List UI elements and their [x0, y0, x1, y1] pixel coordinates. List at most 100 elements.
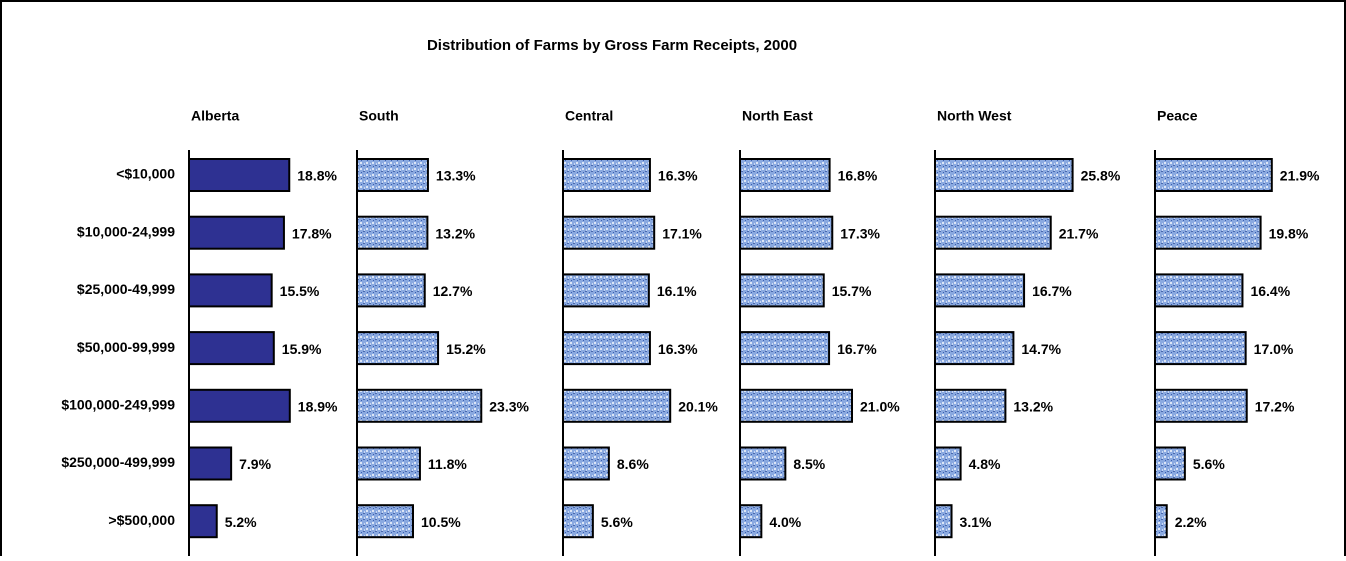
- data-label: 13.2%: [435, 225, 475, 241]
- data-label: 16.3%: [658, 341, 698, 357]
- data-label: 15.9%: [282, 341, 322, 357]
- bar: [188, 504, 218, 539]
- bar: [934, 215, 1052, 250]
- data-label: 5.2%: [225, 514, 257, 530]
- panel-title: North East: [742, 108, 813, 124]
- bar: [188, 215, 285, 250]
- category-label: $10,000-24,999: [77, 223, 175, 239]
- bar: [934, 504, 953, 539]
- bar: [1154, 331, 1247, 366]
- bar: [188, 446, 233, 481]
- panel-title: North West: [937, 108, 1012, 124]
- data-label: 15.5%: [280, 283, 320, 299]
- data-label: 13.3%: [436, 168, 476, 184]
- data-label: 3.1%: [960, 514, 992, 530]
- data-label: 17.2%: [1255, 399, 1295, 415]
- data-label: 16.7%: [1032, 283, 1072, 299]
- data-label: 7.9%: [239, 456, 271, 472]
- data-label: 21.7%: [1059, 225, 1099, 241]
- data-label: 16.8%: [838, 168, 878, 184]
- data-label: 14.7%: [1021, 341, 1061, 357]
- bar: [1154, 158, 1273, 192]
- bar: [562, 388, 672, 423]
- data-label: 17.1%: [662, 225, 702, 241]
- category-label: >$500,000: [108, 512, 175, 528]
- data-label: 18.8%: [297, 168, 337, 184]
- category-label: <$10,000: [116, 166, 175, 182]
- category-label: $250,000-499,999: [61, 454, 175, 470]
- data-label: 18.9%: [298, 399, 338, 415]
- data-label: 12.7%: [433, 283, 473, 299]
- bar: [356, 504, 414, 539]
- data-label: 8.6%: [617, 456, 649, 472]
- category-label: $25,000-49,999: [77, 281, 175, 297]
- data-label: 21.0%: [860, 399, 900, 415]
- bar: [356, 446, 421, 481]
- bar: [562, 331, 651, 366]
- data-label: 10.5%: [421, 514, 461, 530]
- bar: [739, 215, 834, 250]
- bar: [934, 331, 1015, 366]
- data-label: 16.7%: [837, 341, 877, 357]
- bar: [739, 158, 831, 192]
- bar: [188, 331, 275, 366]
- bar: [1154, 446, 1186, 481]
- bar: [1154, 273, 1244, 308]
- bar: [739, 331, 831, 366]
- category-label: $100,000-249,999: [61, 397, 175, 413]
- bar: [739, 388, 853, 423]
- data-label: 15.2%: [446, 341, 486, 357]
- bar: [356, 388, 483, 423]
- bar: [934, 158, 1074, 192]
- data-label: 11.8%: [428, 456, 467, 472]
- bar: [562, 158, 651, 192]
- bar: [188, 158, 291, 192]
- bar: [562, 273, 650, 308]
- data-label: 8.5%: [793, 456, 825, 472]
- category-label: $50,000-99,999: [77, 339, 175, 355]
- bar: [739, 504, 763, 539]
- panel-title: Alberta: [191, 108, 239, 124]
- chart-title: Distribution of Farms by Gross Farm Rece…: [427, 37, 797, 54]
- data-label: 23.3%: [489, 399, 529, 415]
- bar: [356, 158, 429, 192]
- bar: [356, 331, 440, 366]
- panel-title: Central: [565, 108, 613, 124]
- bar: [934, 273, 1026, 308]
- bar: [1154, 388, 1248, 423]
- data-label: 20.1%: [678, 399, 718, 415]
- data-label: 17.3%: [840, 225, 880, 241]
- bar: [562, 215, 656, 250]
- bar: [356, 215, 429, 250]
- data-label: 25.8%: [1081, 168, 1121, 184]
- panel-title: South: [359, 108, 399, 124]
- bar: [188, 388, 291, 423]
- bar: [356, 273, 426, 308]
- data-label: 16.4%: [1250, 283, 1290, 299]
- bar: [562, 504, 594, 539]
- panel-title: Peace: [1157, 108, 1198, 124]
- data-label: 13.2%: [1013, 399, 1053, 415]
- data-label: 16.3%: [658, 168, 698, 184]
- data-label: 2.2%: [1175, 514, 1207, 530]
- bar: [1154, 215, 1262, 250]
- bar: [739, 446, 787, 481]
- bar: [739, 273, 825, 308]
- data-label: 5.6%: [1193, 456, 1225, 472]
- bar: [1154, 504, 1168, 539]
- bar: [562, 446, 610, 481]
- data-label: 17.8%: [292, 225, 332, 241]
- data-label: 4.8%: [969, 456, 1001, 472]
- bar: [188, 273, 273, 308]
- data-label: 19.8%: [1269, 225, 1309, 241]
- data-label: 5.6%: [601, 514, 633, 530]
- data-label: 4.0%: [769, 514, 801, 530]
- data-label: 17.0%: [1254, 341, 1294, 357]
- bar: [934, 446, 962, 481]
- data-label: 21.9%: [1280, 168, 1320, 184]
- bar: [934, 388, 1007, 423]
- data-label: 15.7%: [832, 283, 872, 299]
- data-label: 16.1%: [657, 283, 697, 299]
